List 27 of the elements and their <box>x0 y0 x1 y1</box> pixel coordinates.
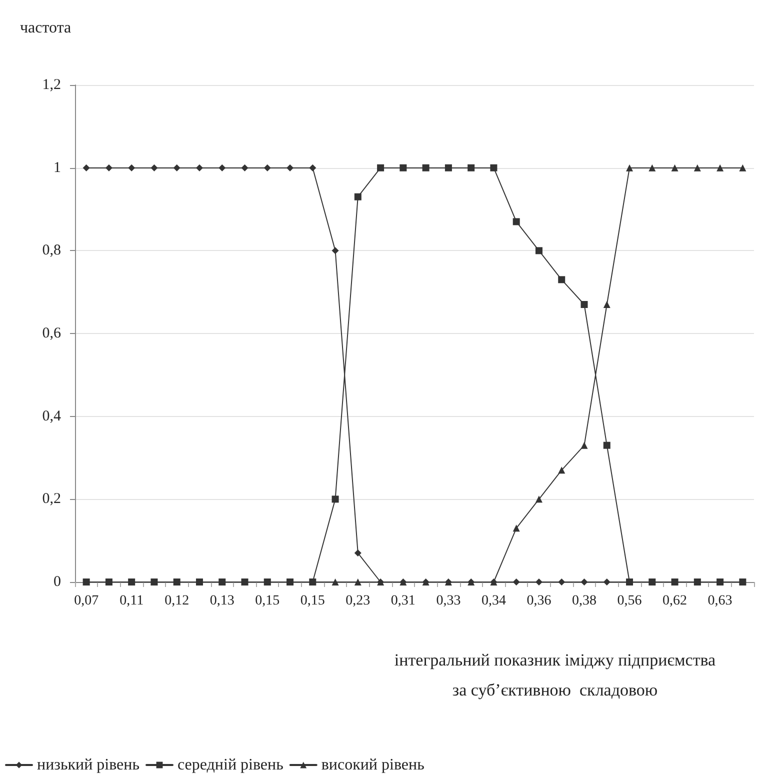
x-tick-label: 0,15 <box>300 594 325 608</box>
x-tick-label: 0,12 <box>164 594 190 608</box>
x-tick-label: 0,36 <box>526 594 552 608</box>
x-tick-label: 0,13 <box>210 594 234 608</box>
legend-label: низький рівень <box>37 756 140 774</box>
y-tick-label: 0,2 <box>42 491 61 508</box>
y-tick-label: 0 <box>54 574 61 590</box>
x-axis-title: інтегральний показник іміджу підприємства за суб’єктивною складовою <box>394 650 716 700</box>
y-tick-label: 0,8 <box>42 242 61 259</box>
y-tick-label: 0,6 <box>42 326 62 342</box>
x-tick-label: 0,63 <box>708 594 732 608</box>
y-tick-label: 1 <box>54 160 61 176</box>
x-tick-label: 0,23 <box>346 594 370 608</box>
legend-label: високий рівень <box>321 756 424 774</box>
x-tick-label: 0,11 <box>120 594 144 608</box>
y-axis-title: частота <box>20 20 72 36</box>
x-tick-label: 0,62 <box>662 594 688 608</box>
x-tick-label: 0,38 <box>572 594 596 608</box>
x-tick-label: 0,07 <box>74 594 99 608</box>
y-tick-label: 0,4 <box>42 408 62 424</box>
x-tick-label: 0,34 <box>481 594 506 608</box>
y-tick-label: 1,2 <box>42 77 61 93</box>
legend-label: середній рівень <box>178 756 284 774</box>
x-tick-label: 0,31 <box>390 594 416 608</box>
x-tick-label: 0,33 <box>436 594 461 608</box>
x-tick-label: 0,56 <box>617 594 642 608</box>
x-tick-label: 0,15 <box>255 594 280 608</box>
